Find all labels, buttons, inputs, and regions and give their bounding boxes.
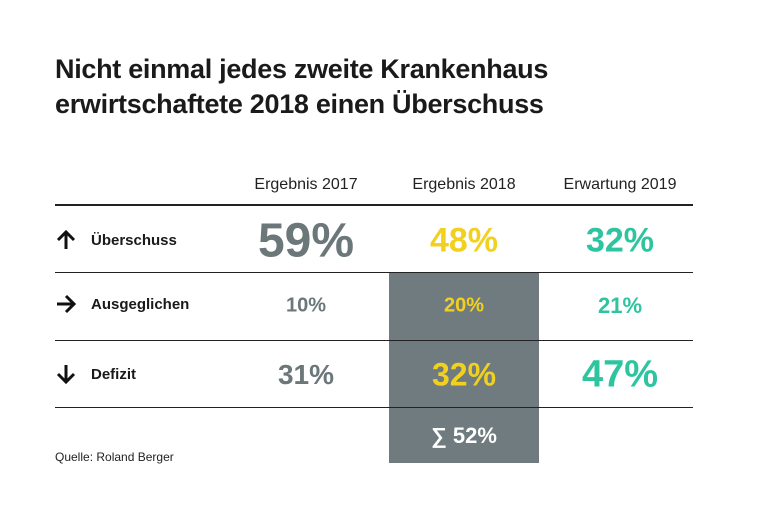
- source-note: Quelle: Roland Berger: [55, 450, 174, 464]
- row-label-text: Ausgeglichen: [91, 295, 190, 313]
- cell-ueberschuss-2019: 32%: [585, 221, 655, 260]
- chart-title: Nicht einmal jedes zweite Krankenhaus erw…: [55, 52, 548, 122]
- column-header-2017: Ergebnis 2017: [254, 176, 358, 193]
- cell-ueberschuss-2018: 48%: [429, 221, 499, 260]
- cell-defizit-2017: 31%: [277, 359, 335, 390]
- column-header-2018: Ergebnis 2018: [412, 176, 516, 193]
- arrow-up-icon: [56, 229, 76, 249]
- cell-ueberschuss-2017: 59%: [257, 214, 355, 268]
- cell-ausgeglichen-2018: 20%: [443, 294, 485, 317]
- row-label-text: Überschuss: [91, 231, 177, 249]
- arrow-down-icon: [56, 365, 76, 385]
- cell-ausgeglichen-2019: 21%: [597, 293, 643, 318]
- title-line-2: erwirtschaftete 2018 einen Überschuss: [55, 89, 544, 119]
- row-divider: [55, 340, 693, 341]
- header-divider: [55, 204, 693, 206]
- row-label-ausgeglichen: Ausgeglichen: [55, 293, 189, 315]
- row-divider: [55, 407, 693, 408]
- row-label-ueberschuss: Überschuss: [55, 229, 177, 251]
- row-label-text: Defizit: [91, 365, 136, 383]
- row-divider: [55, 272, 693, 273]
- row-label-defizit: Defizit: [55, 363, 136, 385]
- sum-2018: ∑ 52%: [431, 423, 497, 448]
- column-header-2019: Erwartung 2019: [563, 176, 677, 193]
- cell-ausgeglichen-2017: 10%: [285, 294, 327, 317]
- highlight-2018-box: [389, 272, 539, 463]
- title-line-1: Nicht einmal jedes zweite Krankenhaus: [55, 54, 549, 84]
- cell-defizit-2019: 47%: [581, 353, 659, 396]
- arrow-right-icon: [57, 294, 77, 314]
- cell-defizit-2018: 32%: [431, 356, 497, 393]
